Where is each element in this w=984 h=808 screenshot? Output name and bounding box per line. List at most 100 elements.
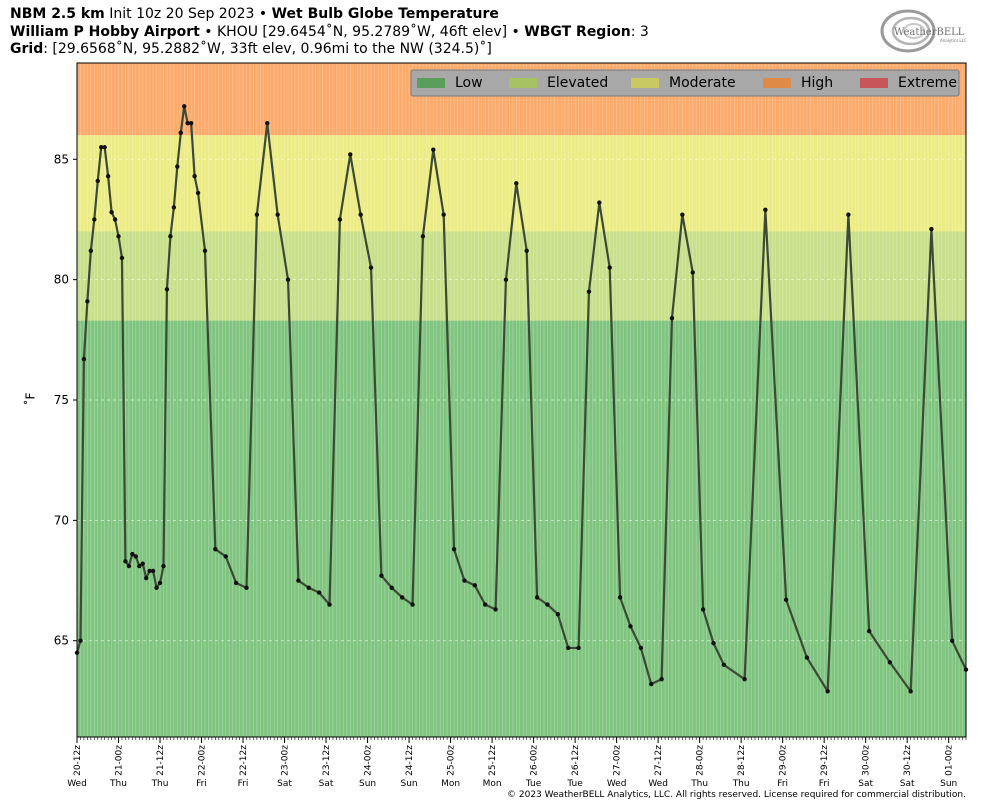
data-point <box>690 270 695 275</box>
legend-swatch-extreme <box>860 78 888 88</box>
legend-box <box>410 69 960 97</box>
grid-value: : [29.6568˚N, 95.2882˚W, 33ft elev, 0.96… <box>43 41 492 57</box>
band-low <box>77 320 966 737</box>
x-tick-label: 27-00z <box>613 745 623 776</box>
data-point <box>133 554 139 559</box>
x-day-label: Mon <box>483 779 502 789</box>
x-day-label: Sat <box>319 779 334 789</box>
x-day-label: Tue <box>525 779 542 789</box>
band-elevated <box>77 231 966 321</box>
data-point <box>171 205 177 210</box>
x-day-label: Mon <box>441 779 460 789</box>
risk-bands <box>77 63 966 737</box>
x-tick-label: 25-00z <box>447 745 457 776</box>
data-point <box>628 624 633 629</box>
data-point <box>617 595 623 600</box>
header-line-3: Grid: [29.6568˚N, 95.2882˚W, 33ft elev, … <box>10 41 492 58</box>
data-point <box>680 212 685 217</box>
data-point <box>81 356 87 362</box>
data-point <box>306 585 311 590</box>
data-point <box>597 200 602 205</box>
legend-swatch-elevated <box>509 78 537 88</box>
x-tick-label: 21-00z <box>115 745 125 776</box>
legend-label-extreme: Extreme <box>898 75 957 91</box>
data-point <box>164 287 170 292</box>
data-point <box>102 145 107 150</box>
data-point <box>192 173 197 179</box>
data-point <box>275 212 280 217</box>
x-tick-label: 30-00z <box>862 745 872 776</box>
legend-swatch-moderate <box>631 78 659 88</box>
legend-swatch-low <box>417 78 445 88</box>
data-point <box>265 120 270 126</box>
region-value: : 3 <box>630 24 649 40</box>
data-point <box>399 595 405 600</box>
data-point <box>157 580 163 586</box>
data-point <box>147 568 152 574</box>
logo-subtext: Analytics LLC <box>940 38 967 43</box>
x-tick-label: 01-00z <box>945 745 955 776</box>
legend: Low Elevated Moderate High Extreme <box>410 69 960 97</box>
legend-label-high: High <box>801 75 833 91</box>
data-point <box>88 248 94 253</box>
x-tick-label: 23-12z <box>322 745 332 776</box>
data-point <box>358 212 363 217</box>
x-day-label: Sun <box>940 779 957 789</box>
data-point <box>669 315 675 321</box>
x-day-label: Fri <box>238 779 249 789</box>
x-tick-label: 22-12z <box>239 745 249 776</box>
data-point <box>607 265 612 270</box>
grid-label: Grid <box>10 41 44 57</box>
copyright-notice: © 2023 WeatherBELL Analytics, LLC. All r… <box>507 790 966 800</box>
data-point <box>233 580 239 586</box>
x-day-label: Sun <box>401 779 418 789</box>
data-point <box>99 145 104 150</box>
data-point <box>85 299 90 304</box>
x-tick-label: 26-00z <box>530 745 540 776</box>
station-name: William P Hobby Airport <box>10 24 200 40</box>
data-point <box>348 152 353 157</box>
x-day-label: Sat <box>277 779 292 789</box>
data-point <box>565 645 571 651</box>
data-point <box>514 181 519 186</box>
data-point <box>846 212 851 217</box>
data-point <box>887 660 893 665</box>
x-day-label: Wed <box>648 779 668 789</box>
data-point <box>130 551 135 557</box>
data-point <box>95 178 100 184</box>
data-point <box>472 583 478 588</box>
data-point <box>659 677 664 682</box>
x-tick-label: 28-00z <box>696 745 706 776</box>
x-day-label: Thu <box>732 779 750 789</box>
y-axis-label: ˚F <box>23 392 38 406</box>
data-point <box>431 147 436 152</box>
data-point <box>316 590 322 595</box>
data-point <box>188 120 194 126</box>
data-point <box>534 595 540 600</box>
data-point <box>185 120 190 126</box>
station-info: • KHOU [29.6454˚N, 95.2789˚W, 46ft elev]… <box>199 24 525 40</box>
data-point <box>638 645 644 651</box>
data-point <box>742 677 747 682</box>
x-day-label: Sat <box>858 779 873 789</box>
x-tick-label: 26-12z <box>571 745 581 776</box>
data-point <box>586 289 592 294</box>
data-point <box>825 689 830 694</box>
legend-label-low: Low <box>455 75 483 91</box>
data-point <box>420 234 426 239</box>
data-point <box>254 212 260 217</box>
data-point <box>126 563 132 569</box>
weatherbell-logo: WeatherBELL Analytics LLC <box>880 9 967 53</box>
x-tick-label: 20-12z <box>73 745 83 776</box>
x-day-label: Thu <box>109 779 127 789</box>
model-name: NBM 2.5 km <box>10 6 105 22</box>
data-point <box>195 190 201 196</box>
legend-label-moderate: Moderate <box>669 75 736 91</box>
data-point <box>182 104 187 109</box>
data-point <box>116 234 121 239</box>
data-point <box>700 607 706 612</box>
y-tick-label: 70 <box>54 513 69 527</box>
data-point <box>78 638 83 643</box>
data-point <box>213 547 218 552</box>
data-point <box>123 559 128 564</box>
